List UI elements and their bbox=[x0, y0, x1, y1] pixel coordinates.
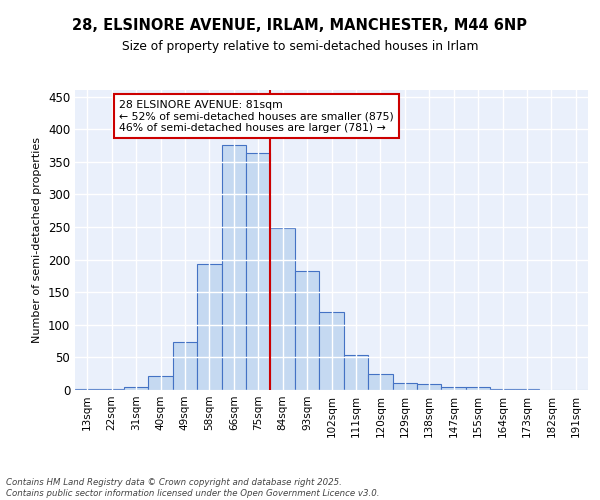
Bar bbox=[124, 386, 148, 390]
Bar bbox=[271, 228, 295, 390]
Bar bbox=[295, 270, 319, 390]
Bar bbox=[490, 388, 515, 390]
Bar bbox=[442, 386, 466, 390]
Text: 28, ELSINORE AVENUE, IRLAM, MANCHESTER, M44 6NP: 28, ELSINORE AVENUE, IRLAM, MANCHESTER, … bbox=[73, 18, 527, 32]
Bar bbox=[319, 312, 344, 390]
Text: 28 ELSINORE AVENUE: 81sqm
← 52% of semi-detached houses are smaller (875)
46% of: 28 ELSINORE AVENUE: 81sqm ← 52% of semi-… bbox=[119, 100, 394, 133]
Bar bbox=[100, 388, 124, 390]
Text: Contains HM Land Registry data © Crown copyright and database right 2025.
Contai: Contains HM Land Registry data © Crown c… bbox=[6, 478, 380, 498]
Y-axis label: Number of semi-detached properties: Number of semi-detached properties bbox=[32, 137, 43, 343]
Bar bbox=[417, 384, 442, 390]
Bar bbox=[197, 264, 221, 390]
Bar bbox=[221, 146, 246, 390]
Bar bbox=[368, 374, 392, 390]
Text: Size of property relative to semi-detached houses in Irlam: Size of property relative to semi-detach… bbox=[122, 40, 478, 53]
Bar bbox=[173, 342, 197, 390]
Bar bbox=[246, 154, 271, 390]
Bar bbox=[466, 388, 490, 390]
Bar bbox=[148, 376, 173, 390]
Bar bbox=[344, 356, 368, 390]
Bar bbox=[392, 383, 417, 390]
